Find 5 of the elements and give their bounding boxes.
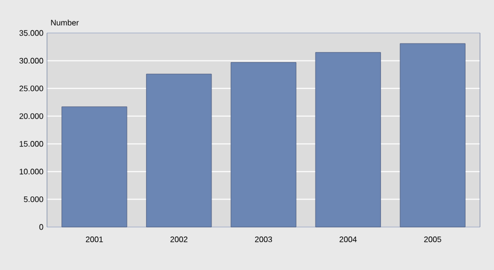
bar [146, 74, 212, 228]
bar [230, 62, 296, 228]
bar [400, 43, 466, 228]
bar [315, 52, 381, 228]
bar [62, 106, 128, 228]
